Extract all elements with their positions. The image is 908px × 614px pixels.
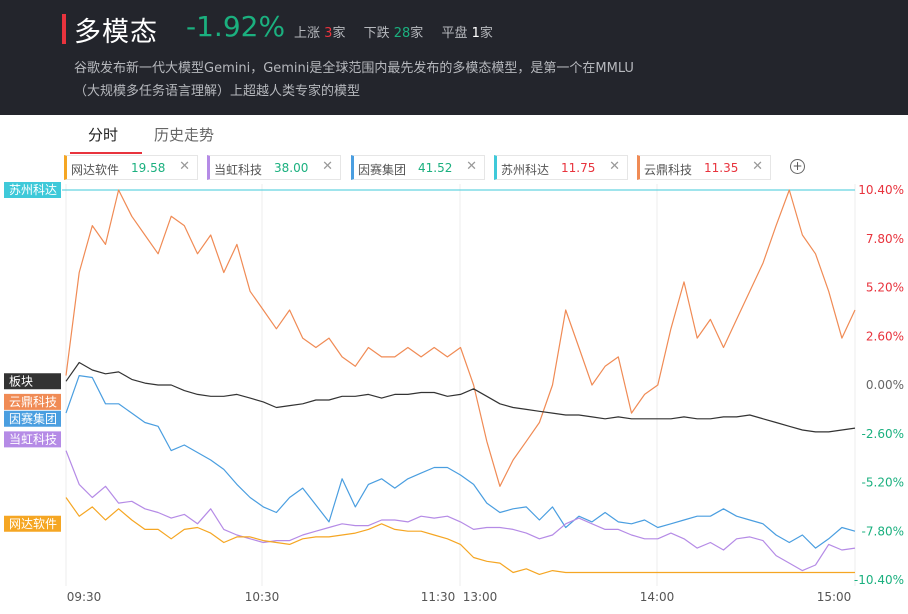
- y-tick-label-6: -5.20%: [862, 476, 904, 490]
- down-stat: 下跌 28家: [364, 26, 424, 41]
- x-tick-label-5: 15:00: [817, 590, 852, 604]
- flat-stat: 平盘 1家: [441, 26, 492, 41]
- tab-intraday[interactable]: 分时: [88, 126, 119, 144]
- close-icon[interactable]: ✕: [322, 159, 333, 174]
- series-line-3: [65, 450, 856, 572]
- side-label-5: 网达软件: [9, 517, 57, 531]
- side-label-2: 云鼎科技: [9, 395, 57, 409]
- stock-tag-name: 当虹科技: [214, 163, 263, 177]
- sector-description: 谷歌发布新一代大模型Gemini，Gemini是全球范围内最先发布的多模态模型，…: [74, 57, 694, 103]
- sector-change: -1.92%: [186, 10, 286, 43]
- active-tab-indicator: [70, 152, 142, 154]
- tab-history[interactable]: 历史走势: [154, 126, 215, 144]
- stock-tag-price: 19.58: [131, 161, 166, 175]
- down-count: 28: [393, 26, 411, 41]
- intraday-chart: 10.40% 7.80% 5.20% 2.60% 0.00% -2.60% -5.20% -7…: [4, 182, 904, 604]
- title-accent-bar: [62, 14, 66, 44]
- close-icon[interactable]: ✕: [752, 159, 763, 174]
- down-label: 下跌: [363, 26, 390, 41]
- side-label-bg-4: [4, 431, 61, 448]
- close-icon[interactable]: ✕: [466, 159, 477, 174]
- description-line-1: 谷歌发布新一代大模型Gemini，Gemini是全球范围内最先发布的多模态模型，…: [74, 61, 634, 76]
- side-label-bg-1: [4, 373, 61, 390]
- y-tick-label-0: 10.40%: [858, 183, 904, 197]
- side-label-0: 苏州科达: [9, 183, 57, 197]
- y-tick-label-5: -2.60%: [862, 427, 904, 441]
- x-tick-label-2: 11:30: [421, 590, 456, 604]
- sector-title: 多模态: [74, 17, 158, 48]
- stock-tag-name: 云鼎科技: [644, 163, 693, 177]
- flat-label: 平盘: [441, 26, 468, 41]
- side-label-1: 板块: [9, 374, 33, 388]
- series-line-4: [65, 497, 855, 575]
- stock-tag-3[interactable]: 苏州科达 11.75 ✕: [494, 155, 628, 180]
- stock-tag-price: 11.35: [704, 161, 739, 175]
- stock-tag-name: 网达软件: [71, 163, 120, 177]
- stock-tag-price: 38.00: [274, 161, 309, 175]
- stock-tag-price: 11.75: [561, 161, 596, 175]
- description-line-2: （大规模多任务语言理解）上超越人类专家的模型: [74, 84, 361, 99]
- y-tick-label-3: 2.60%: [866, 329, 904, 343]
- flat-count: 1: [471, 26, 480, 41]
- side-label-bg-5: [4, 515, 61, 532]
- y-tick-label-8: -10.40%: [854, 573, 904, 587]
- y-tick-label-1: 7.80%: [866, 232, 904, 246]
- series-line-2: [65, 375, 856, 549]
- series-line-0: [65, 189, 856, 487]
- x-tick-label-4: 14:00: [640, 590, 675, 604]
- flat-unit: 家: [479, 26, 493, 41]
- down-unit: 家: [410, 26, 424, 41]
- y-tick-label-4: 0.00%: [866, 378, 904, 392]
- plus-circle-icon[interactable]: +: [790, 159, 805, 174]
- up-stat: 上涨 3家: [294, 26, 345, 41]
- side-label-3: 因赛集团: [9, 411, 57, 426]
- header: 多模态 -1.92% 上涨 3家 下跌 28家 平盘 1家 谷歌发布新一代大模型…: [0, 0, 908, 115]
- x-tick-label-1: 10:30: [245, 590, 280, 604]
- side-label-bg-0: [4, 182, 61, 198]
- up-unit: 家: [332, 26, 346, 41]
- x-tick-label-3: 13:00: [463, 590, 498, 604]
- x-tick-label-0: 09:30: [67, 590, 102, 604]
- side-label-bg-2: [4, 393, 61, 410]
- stock-tag-name: 苏州科达: [501, 163, 550, 177]
- stock-tag-4[interactable]: 云鼎科技 11.35 ✕: [637, 155, 771, 180]
- stock-tag-2[interactable]: 因赛集团 41.52 ✕: [351, 155, 485, 180]
- y-tick-label-2: 5.20%: [866, 281, 904, 295]
- up-label: 上涨: [294, 26, 321, 41]
- side-label-bg-3: [4, 410, 61, 427]
- series-line-1: [65, 361, 856, 433]
- stock-tag-1[interactable]: 当虹科技 38.00 ✕: [207, 155, 341, 180]
- close-icon[interactable]: ✕: [179, 159, 190, 174]
- close-icon[interactable]: ✕: [609, 159, 620, 174]
- stock-tag-price: 41.52: [418, 161, 453, 175]
- y-tick-label-7: -7.80%: [862, 524, 904, 538]
- stock-tag-name: 因赛集团: [358, 163, 407, 177]
- stock-tag-0[interactable]: 网达软件 19.58 ✕: [64, 155, 198, 180]
- up-count: 3: [324, 26, 333, 41]
- breadth-stats: 上涨 3家 下跌 28家 平盘 1家: [294, 22, 507, 41]
- side-label-4: 当虹科技: [9, 432, 57, 446]
